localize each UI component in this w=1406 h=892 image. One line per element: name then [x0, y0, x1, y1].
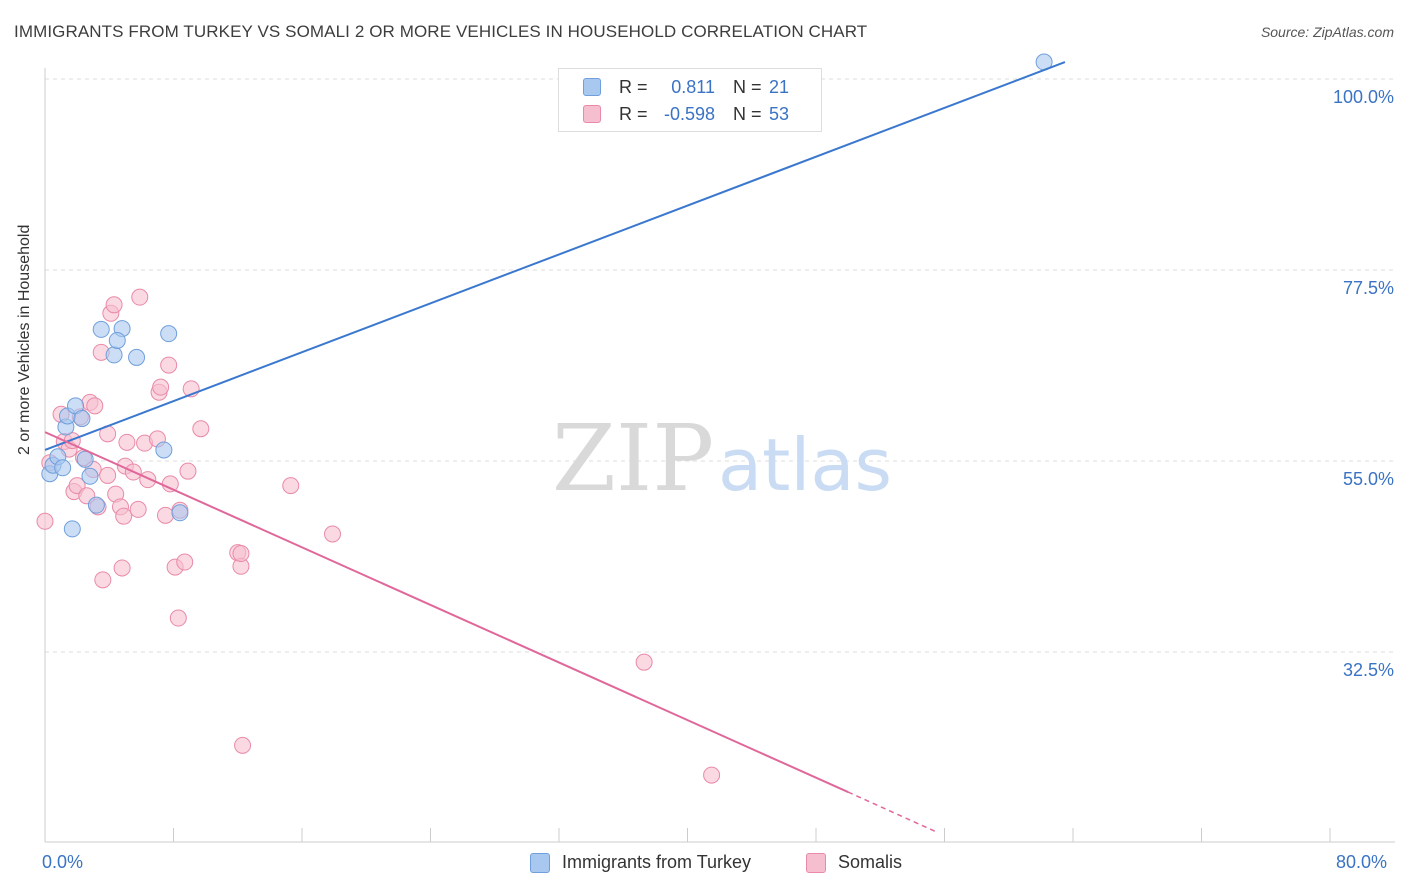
turkey-legend-swatch: [530, 852, 550, 873]
somali-point: [118, 433, 136, 451]
watermark: ZIP atlas: [552, 405, 892, 512]
turkey-points: [41, 53, 1053, 538]
somali-swatch: [583, 105, 601, 123]
correlation-legend: R = 0.811 N = 21 R = -0.598 N = 53: [558, 68, 822, 132]
axes: [44, 68, 1395, 843]
somali-trend-line: [44, 431, 849, 793]
turkey-point: [87, 496, 105, 514]
legend-label-turkey: Immigrants from Turkey: [562, 852, 752, 872]
somali-point: [635, 653, 653, 671]
x-tick-label-max: 80.0%: [1336, 852, 1388, 872]
somali-point: [232, 545, 250, 563]
turkey-point: [73, 410, 91, 428]
somali-point: [113, 559, 131, 577]
turkey-point: [155, 441, 173, 459]
legend-item-somali[interactable]: Somalis: [806, 852, 902, 873]
turkey-point: [76, 450, 94, 468]
turkey-swatch: [583, 78, 601, 96]
somali-point: [131, 288, 149, 306]
n-label: N =: [733, 103, 762, 124]
turkey-point: [128, 348, 146, 366]
somali-point: [703, 766, 721, 784]
turkey-point: [108, 331, 126, 349]
somali-point: [129, 500, 147, 518]
watermark-atlas: atlas: [718, 423, 892, 507]
y-tick-label: 77.5%: [1342, 278, 1394, 298]
n-value: 21: [769, 76, 790, 97]
somali-point: [324, 525, 342, 543]
y-tick-label: 100.0%: [1332, 87, 1394, 107]
legend-label-somali: Somalis: [838, 852, 903, 872]
somali-point: [176, 553, 194, 571]
turkey-point: [81, 467, 99, 485]
n-label: N =: [733, 76, 762, 97]
watermark-zip: ZIP: [552, 405, 714, 512]
legend-row-turkey: R = 0.811 N = 21: [583, 75, 789, 99]
somali-point: [156, 506, 174, 524]
turkey-point: [92, 320, 110, 338]
r-label: R =: [619, 76, 648, 97]
somali-point: [282, 477, 300, 495]
y-axis-label: 2 or more Vehicles in Household: [16, 224, 33, 455]
source-label: Source: ZipAtlas.com: [1260, 24, 1394, 40]
legend-item-turkey[interactable]: Immigrants from Turkey: [530, 852, 751, 873]
legend-row-somali: R = -0.598 N = 53: [583, 102, 789, 126]
somali-legend-swatch: [806, 852, 826, 873]
somali-point: [161, 475, 179, 493]
y-tick-label: 55.0%: [1342, 469, 1394, 489]
turkey-point: [54, 459, 72, 477]
r-value: -0.598: [663, 103, 715, 124]
turkey-point: [171, 504, 189, 522]
trend-lines: [44, 61, 1066, 833]
somali-point: [192, 420, 210, 438]
turkey-point: [160, 325, 178, 343]
turkey-trend-line: [44, 61, 1066, 451]
somali-point: [160, 356, 178, 374]
somali-point: [179, 462, 197, 480]
r-label: R =: [619, 103, 648, 124]
turkey-point: [105, 346, 123, 364]
y-tick-label: 32.5%: [1342, 660, 1394, 680]
somali-trend-extension: [847, 791, 937, 833]
somali-point: [94, 571, 112, 589]
n-value: 53: [769, 103, 790, 124]
somali-point: [36, 512, 54, 530]
somali-point: [99, 466, 117, 484]
x-tick-label-min: 0.0%: [42, 852, 84, 872]
turkey-point: [63, 520, 81, 538]
r-value: 0.811: [671, 76, 715, 97]
somali-point: [234, 736, 252, 754]
somali-point: [86, 397, 104, 415]
somali-point: [105, 296, 123, 314]
somali-point: [169, 609, 187, 627]
chart-title: IMMIGRANTS FROM TURKEY VS SOMALI 2 OR MO…: [14, 22, 868, 41]
somali-point: [115, 507, 133, 525]
somali-point: [152, 378, 170, 396]
